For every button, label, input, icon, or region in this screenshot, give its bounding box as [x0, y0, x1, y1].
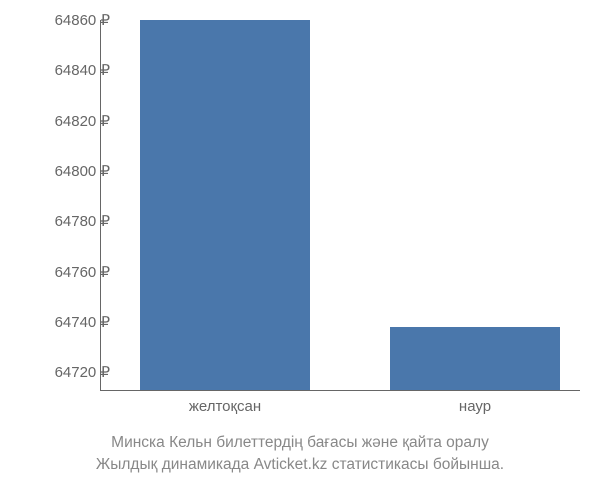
y-tick-label: 64860 ₽: [55, 11, 110, 29]
y-tick-label: 64800 ₽: [55, 162, 110, 180]
plot-area: [100, 20, 580, 390]
y-tick-label: 64840 ₽: [55, 61, 110, 79]
x-tick-label: желтоқсан: [189, 398, 261, 415]
bar: [140, 20, 310, 390]
y-tick-label: 64820 ₽: [55, 112, 110, 130]
caption-line-1: Минска Кельн билеттердің бағасы және қай…: [0, 432, 600, 454]
y-tick-label: 64780 ₽: [55, 212, 110, 230]
price-chart: Минска Кельн билеттердің бағасы және қай…: [0, 0, 600, 500]
y-tick-label: 64720 ₽: [55, 363, 110, 381]
caption-line-2: Жылдық динамикада Avticket.kz статистика…: [0, 454, 600, 476]
x-axis-line: [100, 390, 580, 391]
x-tick-label: наур: [459, 398, 491, 415]
y-tick-label: 64740 ₽: [55, 313, 110, 331]
bar: [390, 327, 560, 390]
y-tick-label: 64760 ₽: [55, 263, 110, 281]
chart-caption: Минска Кельн билеттердің бағасы және қай…: [0, 432, 600, 477]
